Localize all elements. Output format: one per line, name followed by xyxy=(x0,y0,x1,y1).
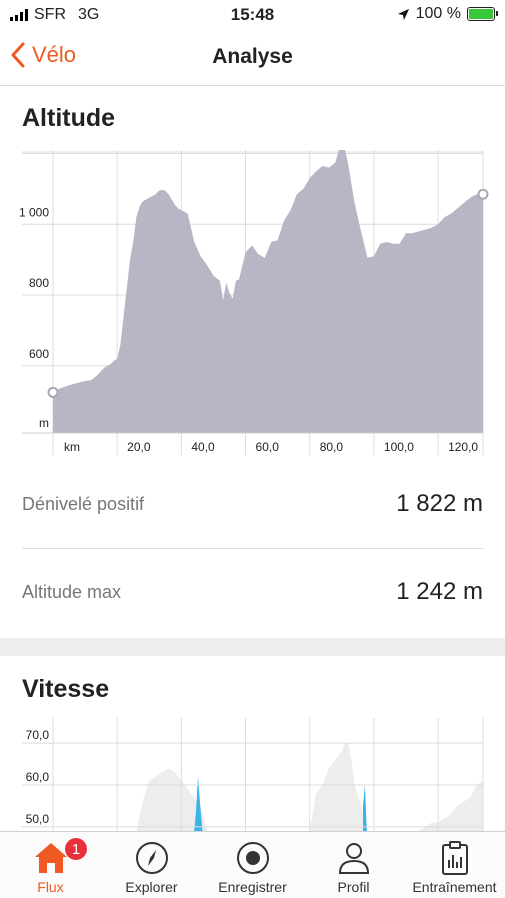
elevation-area xyxy=(53,150,483,433)
signal-strength-icon xyxy=(10,9,28,21)
x-tick-label: 80,0 xyxy=(320,440,344,454)
x-tick-label: 100,0 xyxy=(384,440,414,454)
back-label: Vélo xyxy=(32,42,77,67)
speed-peak-area xyxy=(363,785,367,831)
status-right: 100 % xyxy=(397,5,498,23)
y-tick-label: 70,0 xyxy=(26,728,50,742)
tab-label-explorer: Explorer xyxy=(125,879,178,895)
battery-icon xyxy=(467,7,498,21)
elevation-gain-value: 1 822 m xyxy=(396,490,483,517)
carrier-name: SFR xyxy=(34,6,66,23)
y-tick-label: 800 xyxy=(29,276,49,290)
network-type: 3G xyxy=(78,6,100,23)
y-axis-unit-label: m xyxy=(39,416,49,430)
section-separator xyxy=(0,638,505,656)
max-altitude-value: 1 242 m xyxy=(396,578,483,605)
tab-bar: 1 Flux Explorer Enregistrer Profil Entra… xyxy=(0,831,505,898)
y-tick-label: 60,0 xyxy=(26,770,50,784)
battery-fill xyxy=(469,9,493,19)
x-tick-label: 40,0 xyxy=(191,440,215,454)
training-icon xyxy=(435,840,475,876)
battery-percent: 100 % xyxy=(415,5,461,22)
back-button[interactable]: Vélo xyxy=(10,42,76,68)
speed-section-title: Vitesse xyxy=(22,675,110,703)
location-arrow-icon xyxy=(397,8,409,20)
navigation-bar: Vélo Analyse xyxy=(0,30,505,86)
tab-label-profil: Profil xyxy=(337,879,370,895)
status-left: SFR 3G xyxy=(10,6,99,24)
y-tick-label: 1 000 xyxy=(19,205,49,219)
x-tick-label: 60,0 xyxy=(256,440,280,454)
tab-entrainement[interactable]: Entraînement xyxy=(404,832,505,898)
tab-label-entrainement: Entraînement xyxy=(412,879,497,895)
tab-explorer[interactable]: Explorer xyxy=(101,832,202,898)
chevron-left-icon xyxy=(11,42,25,68)
altitude-section-title: Altitude xyxy=(22,104,116,132)
record-icon xyxy=(233,840,273,876)
stat-divider xyxy=(22,548,483,549)
y-tick-label: 50,0 xyxy=(26,812,50,826)
y-tick-label: 600 xyxy=(29,347,49,361)
x-tick-label: 20,0 xyxy=(127,440,151,454)
home-icon xyxy=(31,840,71,876)
status-bar: SFR 3G 15:48 100 % xyxy=(0,0,505,30)
page-title: Analyse xyxy=(212,45,293,68)
compass-icon xyxy=(132,840,172,876)
tab-enregistrer[interactable]: Enregistrer xyxy=(202,832,303,898)
speed-area xyxy=(309,743,368,831)
speed-chart-svg[interactable]: 50,0 60,0 70,0 xyxy=(0,718,505,831)
speed-peak-area xyxy=(194,776,203,831)
speed-area xyxy=(418,780,483,831)
notification-badge: 1 xyxy=(64,837,88,861)
tab-flux[interactable]: 1 Flux xyxy=(0,832,101,898)
tab-label-enregistrer: Enregistrer xyxy=(218,879,287,895)
tab-profil[interactable]: Profil xyxy=(303,832,404,898)
tab-label-flux: Flux xyxy=(37,879,64,895)
end-point-marker xyxy=(477,188,489,200)
elevation-gain-label: Dénivelé positif xyxy=(22,494,145,514)
x-tick-label: 120,0 xyxy=(448,440,478,454)
speed-area xyxy=(136,768,207,831)
stat-row-max-altitude: Altitude max 1 242 m xyxy=(0,548,505,636)
max-altitude-label: Altitude max xyxy=(22,582,122,602)
profile-icon xyxy=(334,840,374,876)
start-point-marker xyxy=(47,386,59,398)
x-axis-unit-label: km xyxy=(64,440,80,454)
status-time: 15:48 xyxy=(230,5,275,24)
stat-row-elevation-gain: Dénivelé positif 1 822 m xyxy=(0,460,505,548)
